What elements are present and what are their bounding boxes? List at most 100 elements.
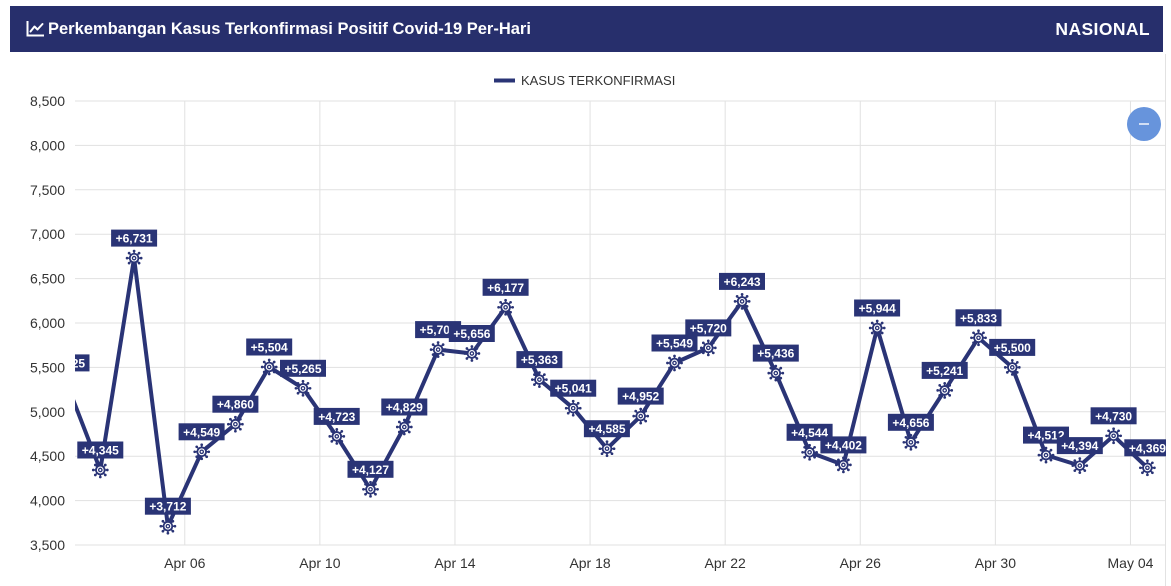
value-label: +5,041 [550, 379, 597, 397]
y-tick-label: 8,500 [30, 93, 65, 109]
value-label-text: +5,504 [251, 341, 288, 355]
value-label: +4,730 [1090, 407, 1137, 425]
value-label-text: +4,723 [318, 410, 355, 424]
value-label: +4,860 [212, 395, 259, 413]
value-label: +4,656 [887, 413, 934, 431]
value-label: +5,504 [246, 338, 293, 356]
value-label-text: +5,041 [555, 382, 592, 396]
data-point-virus-icon [1105, 427, 1123, 445]
data-point-virus-icon [733, 292, 751, 310]
value-label-text: +4,402 [825, 438, 862, 452]
zoom-out-button[interactable] [1127, 107, 1161, 141]
value-label-text: +4,585 [588, 422, 625, 436]
value-label-box [989, 338, 1036, 356]
value-label-box [280, 359, 326, 377]
value-label-text: +5,241 [926, 364, 963, 378]
value-label-box [482, 278, 529, 296]
value-label: +6,177 [482, 278, 529, 296]
value-label-box [381, 398, 428, 416]
value-label-text: +5,500 [994, 341, 1031, 355]
value-label-text: +4,512 [1027, 429, 1064, 443]
value-label-text: +4,549 [183, 425, 220, 439]
value-label-box [1090, 407, 1137, 425]
value-label: +5,500 [989, 338, 1036, 356]
value-label-box [77, 441, 124, 459]
data-point-virus-icon [564, 399, 582, 417]
value-label-box [955, 309, 1002, 327]
data-point-virus-icon [699, 339, 717, 357]
value-label: +5,833 [955, 309, 1002, 327]
data-point-virus-icon [328, 427, 346, 445]
value-label-text: +3,712 [149, 500, 186, 514]
data-point-virus-icon [1138, 459, 1156, 477]
value-label-text: +6,177 [487, 281, 524, 295]
data-point-virus-icon [868, 319, 886, 337]
value-label-box [144, 497, 191, 515]
y-tick-label: 8,000 [30, 137, 65, 153]
data-point-virus-icon [801, 443, 819, 461]
value-label: +4,369 [1124, 439, 1166, 457]
value-label: +6,731 [111, 229, 158, 247]
value-label-box [820, 436, 867, 454]
y-tick-label: 5,500 [30, 359, 65, 375]
data-point-virus-icon [429, 341, 447, 359]
value-label-text: +5,549 [656, 337, 693, 351]
value-label-box [550, 379, 597, 397]
data-point-virus-icon [530, 371, 548, 389]
y-tick-label: 7,500 [30, 182, 65, 198]
data-point-virus-icon [159, 517, 177, 535]
data-point-virus-icon [362, 480, 379, 498]
legend-marker [494, 78, 515, 83]
value-label-box [347, 460, 394, 478]
value-label-box [583, 420, 630, 438]
value-label-box [178, 423, 225, 441]
data-point-virus-icon [91, 461, 109, 479]
value-label-text: +4,829 [386, 401, 423, 415]
value-label-box [617, 387, 664, 405]
value-label: +4,345 [77, 441, 124, 459]
chart-title: Perkembangan Kasus Terkonfirmasi Positif… [48, 20, 531, 38]
data-point-virus-icon [260, 358, 278, 376]
value-label-box [685, 319, 732, 337]
data-point-virus-icon [632, 407, 650, 425]
legend-item[interactable]: KASUS TERKONFIRMASI [494, 73, 675, 88]
value-label-text: +4,656 [892, 416, 929, 430]
value-label-text: +4,394 [1061, 439, 1098, 453]
value-label-box [854, 299, 901, 317]
value-labels: +5,325 +4,345 +6,731 +3,712 +4,549 +4,860 +5,5… [48, 229, 1166, 515]
data-point-virus-icon [193, 443, 211, 461]
x-axis: Apr 06 Apr 10 Apr 14 Apr 18 Apr 22 Apr 26 Apr … [164, 555, 1153, 571]
value-label: +5,436 [752, 344, 799, 362]
value-label-text: +4,345 [82, 444, 119, 458]
value-label-box [1124, 439, 1166, 457]
value-label-text: +5,720 [690, 321, 727, 335]
y-tick-label: 4,500 [30, 448, 65, 464]
data-point-virus-icon [1037, 446, 1055, 464]
value-label-text: +5,265 [284, 362, 321, 376]
plot-background[interactable] [75, 101, 1166, 545]
value-label: +4,829 [381, 398, 428, 416]
data-point-virus-icon [1071, 457, 1089, 475]
value-label-box [752, 344, 799, 362]
x-tick-label: Apr 06 [164, 555, 205, 571]
value-label-box [75, 354, 90, 372]
value-label-box [212, 395, 259, 413]
value-label-text: +5,656 [453, 327, 490, 341]
value-label-box [246, 338, 293, 356]
panel-border [1165, 54, 1166, 586]
y-tick-label: 4,000 [30, 493, 65, 509]
value-label-text: +5,325 [48, 356, 85, 370]
value-label-box [448, 325, 495, 342]
value-label-text: +4,952 [622, 390, 659, 404]
data-point-virus-icon [226, 415, 244, 433]
value-label-box [921, 361, 968, 379]
value-label-text: +4,127 [352, 463, 389, 477]
data-point-virus-icon [767, 364, 785, 382]
y-tick-label: 6,500 [30, 271, 65, 287]
data-point-virus-icon [902, 433, 920, 451]
value-label-text: +5,833 [960, 311, 997, 325]
x-tick-label: Apr 30 [975, 555, 1016, 571]
value-label-box [1056, 437, 1103, 455]
x-tick-label: May 04 [1108, 555, 1154, 571]
value-label: +5,549 [651, 334, 698, 352]
